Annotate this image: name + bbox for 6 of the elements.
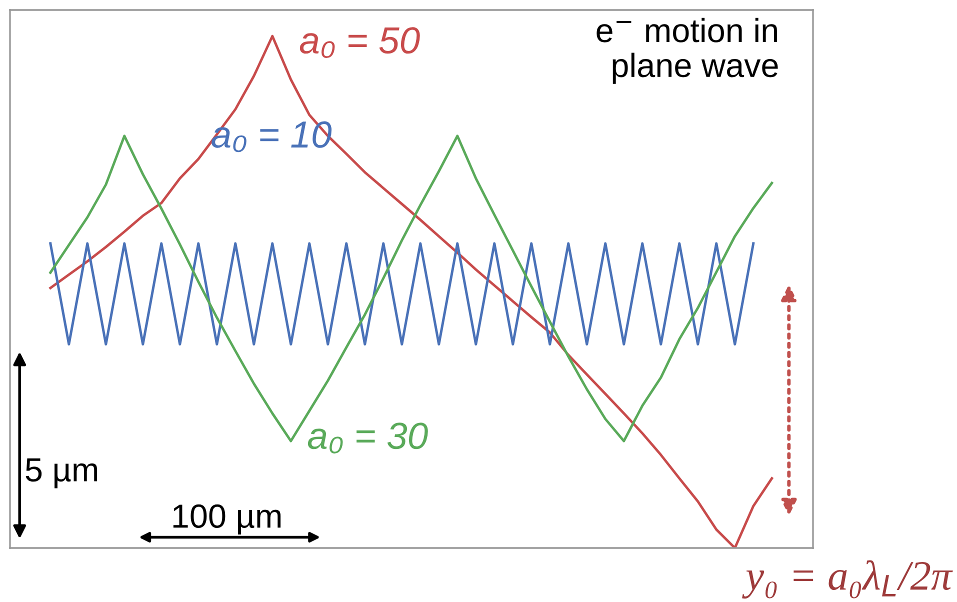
annotation: 100 µm bbox=[173, 504, 281, 535]
series-label: a₀ = 50 bbox=[300, 27, 420, 58]
annotation: e$^{−}$ motion in plane wave bbox=[596, 18, 778, 84]
annotation: 5 µm bbox=[26, 458, 98, 488]
text: y₀ = a₀λ$_{L}$/2π bbox=[742, 560, 953, 599]
series-label: a₀ = 30 bbox=[308, 422, 428, 454]
